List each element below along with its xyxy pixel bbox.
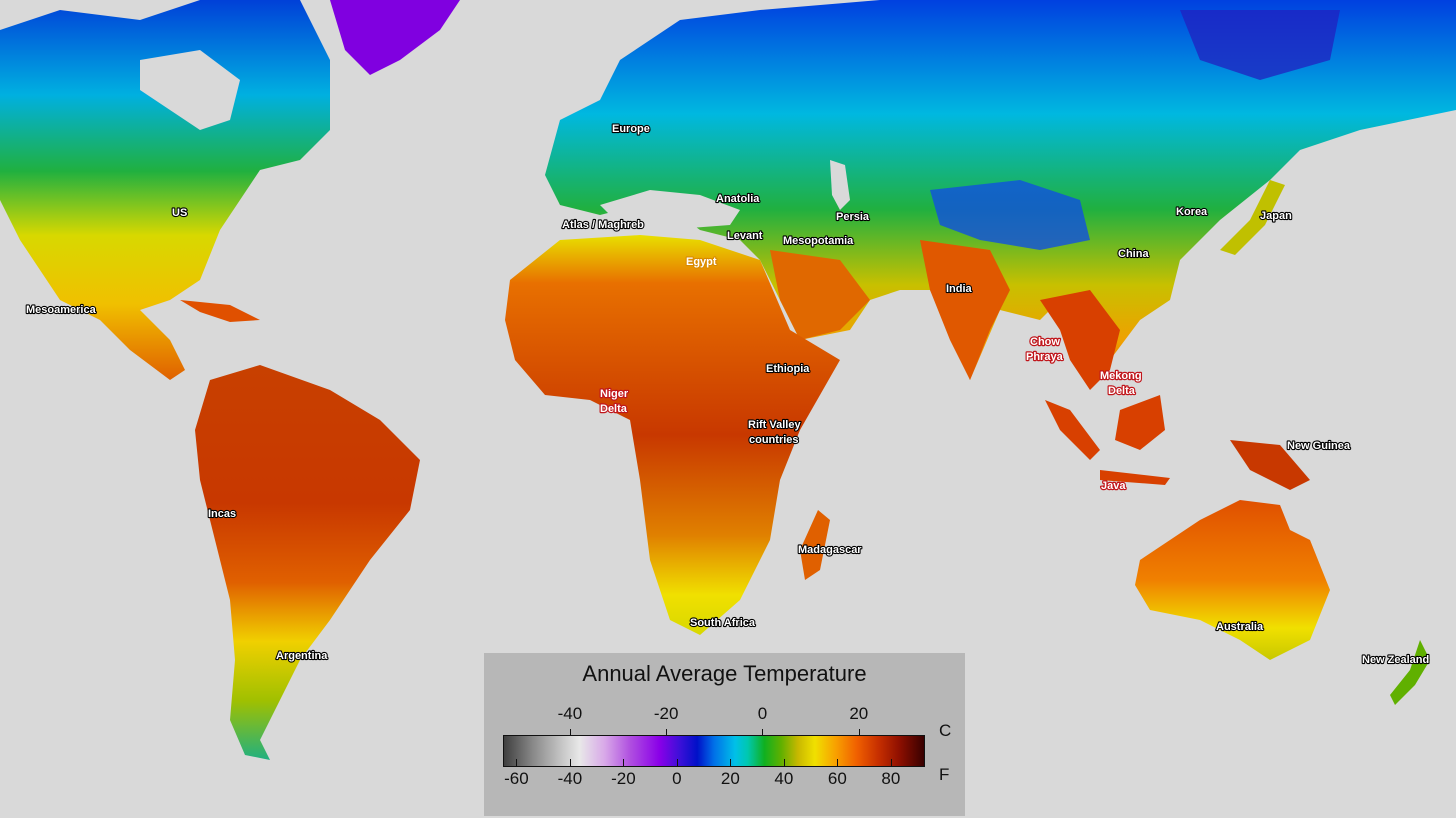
label-australia: Australia — [1216, 621, 1264, 633]
legend-title: Annual Average Temperature — [582, 661, 867, 686]
caspian-sea — [830, 160, 850, 210]
south-america-landmass — [195, 365, 420, 760]
mediterranean-sea — [600, 190, 740, 228]
siberia-cold-core — [1180, 10, 1340, 80]
madagascar-island — [800, 510, 830, 580]
label-ethiopia: Ethiopia — [766, 363, 810, 375]
greenland-landmass — [330, 0, 460, 75]
label-china: China — [1118, 248, 1149, 260]
label-niger: Niger — [600, 388, 629, 400]
label-south-africa: South Africa — [690, 617, 756, 629]
label-java: Java — [1101, 480, 1126, 492]
label-madagascar: Madagascar — [798, 544, 862, 556]
label-korea: Korea — [1176, 206, 1208, 218]
label-mekong: Mekong — [1100, 370, 1142, 382]
borneo-island — [1115, 395, 1165, 450]
temperature-colorbar — [503, 735, 925, 767]
label-phraya: Phraya — [1026, 351, 1064, 363]
fahrenheit-tick-mark — [676, 759, 678, 766]
fahrenheit-tick-label: 0 — [672, 769, 682, 788]
fahrenheit-tick-label: 80 — [881, 769, 901, 788]
fahrenheit-tick-mark — [783, 759, 785, 766]
label-atlas-maghreb: Atlas / Maghreb — [562, 219, 644, 231]
label-rift-valley: Rift Valley — [748, 419, 801, 431]
fahrenheit-tick-label: 60 — [827, 769, 847, 788]
india-subcontinent — [920, 240, 1010, 380]
label-argentina: Argentina — [276, 650, 328, 662]
label-rift-valley-countries: countries — [749, 434, 799, 446]
hudson-bay — [140, 50, 240, 130]
label-chow: Chow — [1030, 336, 1060, 348]
temperature-legend: Annual Average Temperature C F -60 -40 -20… — [484, 653, 965, 816]
fahrenheit-tick-mark — [730, 759, 732, 766]
java-island — [1100, 470, 1170, 485]
fahrenheit-tick-label: -60 — [504, 769, 529, 788]
fahrenheit-tick-mark — [623, 759, 625, 766]
sumatra-island — [1045, 400, 1100, 460]
new-guinea-island — [1230, 440, 1310, 490]
label-us: US — [172, 207, 187, 219]
label-levant: Levant — [727, 230, 763, 242]
fahrenheit-tick-mark — [890, 759, 892, 766]
japan-islands — [1220, 180, 1285, 255]
label-persia: Persia — [836, 211, 870, 223]
label-mesopotamia: Mesopotamia — [783, 235, 854, 247]
label-incas: Incas — [208, 508, 236, 520]
southeast-asia — [1040, 290, 1120, 390]
arabian-peninsula — [770, 250, 870, 340]
new-zealand-islands — [1390, 640, 1430, 705]
label-japan: Japan — [1260, 210, 1292, 222]
label-mesoamerica: Mesoamerica — [26, 304, 97, 316]
celsius-tick-mark — [762, 729, 764, 736]
celsius-tick-label: 0 — [757, 704, 768, 723]
celsius-unit-label: C — [939, 721, 952, 740]
label-anatolia: Anatolia — [716, 193, 760, 205]
label-europe: Europe — [612, 123, 650, 135]
fahrenheit-tick-mark — [516, 759, 518, 766]
north-america-landmass — [0, 0, 330, 380]
celsius-tick-mark — [666, 729, 668, 736]
tibetan-plateau — [930, 180, 1090, 250]
fahrenheit-tick-mark — [837, 759, 839, 766]
fahrenheit-tick-mark — [569, 759, 571, 766]
fahrenheit-tick-label: 20 — [720, 769, 740, 788]
fahrenheit-tick-label: -40 — [557, 769, 583, 788]
fahrenheit-tick-label: -20 — [611, 769, 636, 788]
caribbean-islands — [180, 300, 260, 322]
celsius-tick-label: 20 — [849, 704, 869, 723]
africa-landmass — [505, 235, 840, 635]
label-india: India — [946, 283, 973, 295]
fahrenheit-unit-label: F — [939, 765, 950, 784]
label-mekong-delta: Delta — [1108, 385, 1136, 397]
label-niger-delta: Delta — [600, 403, 628, 415]
celsius-tick-label: -20 — [653, 704, 679, 723]
label-new-zealand: New Zealand — [1362, 654, 1429, 666]
australia-landmass — [1135, 500, 1330, 660]
label-egypt: Egypt — [686, 256, 717, 268]
celsius-tick-mark — [569, 729, 571, 736]
label-new-guinea: New Guinea — [1287, 440, 1351, 452]
celsius-tick-label: -40 — [557, 704, 583, 723]
celsius-tick-mark — [858, 729, 860, 736]
fahrenheit-tick-label: 40 — [774, 769, 794, 788]
